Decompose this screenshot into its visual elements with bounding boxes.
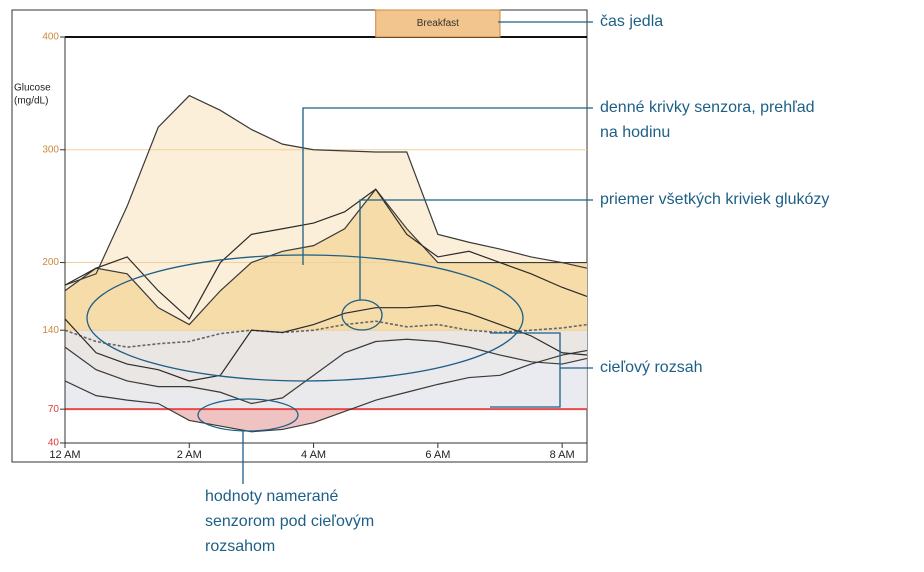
annotation: priemer všetkých kriviek glukózy [600, 191, 829, 208]
series-line [64, 304, 588, 382]
series-line [64, 188, 587, 326]
x-tick-label: 12 AM [49, 449, 80, 461]
annotation: na hodinu [600, 124, 670, 141]
annotation: rozsahom [205, 538, 275, 555]
callout-ellipse [86, 254, 524, 382]
callout-line [359, 199, 593, 300]
annotation: čas jedla [600, 13, 663, 30]
y-axis-label: (mg/dL) [14, 96, 48, 107]
series-line [64, 349, 588, 433]
series-line [64, 338, 588, 405]
event-label: Breakfast [417, 18, 459, 29]
annotation: hodnoty namerané [205, 488, 339, 505]
y-tick-label: 40 [48, 438, 60, 449]
callout-line [302, 107, 593, 265]
below-target-area [168, 409, 351, 432]
callout-ellipse [197, 398, 299, 432]
x-tick-label: 6 AM [425, 449, 450, 461]
y-tick-label: 200 [42, 257, 59, 268]
y-tick-label: 300 [42, 144, 59, 155]
event-band [375, 9, 501, 38]
series-line [64, 94, 588, 286]
annotation: denné krivky senzora, prehľad [600, 99, 815, 116]
plot: 40 70 140 200 300 400 12 AM 2 AM 4 AM 6 AM 8 AM Glu… [14, 9, 588, 461]
y-axis-label: Glucose [14, 83, 51, 94]
series-line [64, 188, 588, 320]
callout-ellipse [341, 299, 383, 331]
x-tick-label: 4 AM [301, 449, 326, 461]
x-tick-label: 8 AM [550, 449, 575, 461]
annotation: cieľový rozsah [600, 359, 702, 376]
series-line [64, 320, 588, 348]
annotation: senzorom pod cieľovým [205, 513, 374, 530]
y-tick-label: 70 [48, 404, 60, 415]
y-tick-label: 140 [42, 325, 59, 336]
callout-bracket [490, 332, 561, 408]
callouts [86, 21, 593, 484]
target-band [65, 330, 587, 410]
y-tick-label: 400 [42, 32, 59, 43]
x-tick-label: 2 AM [177, 449, 202, 461]
